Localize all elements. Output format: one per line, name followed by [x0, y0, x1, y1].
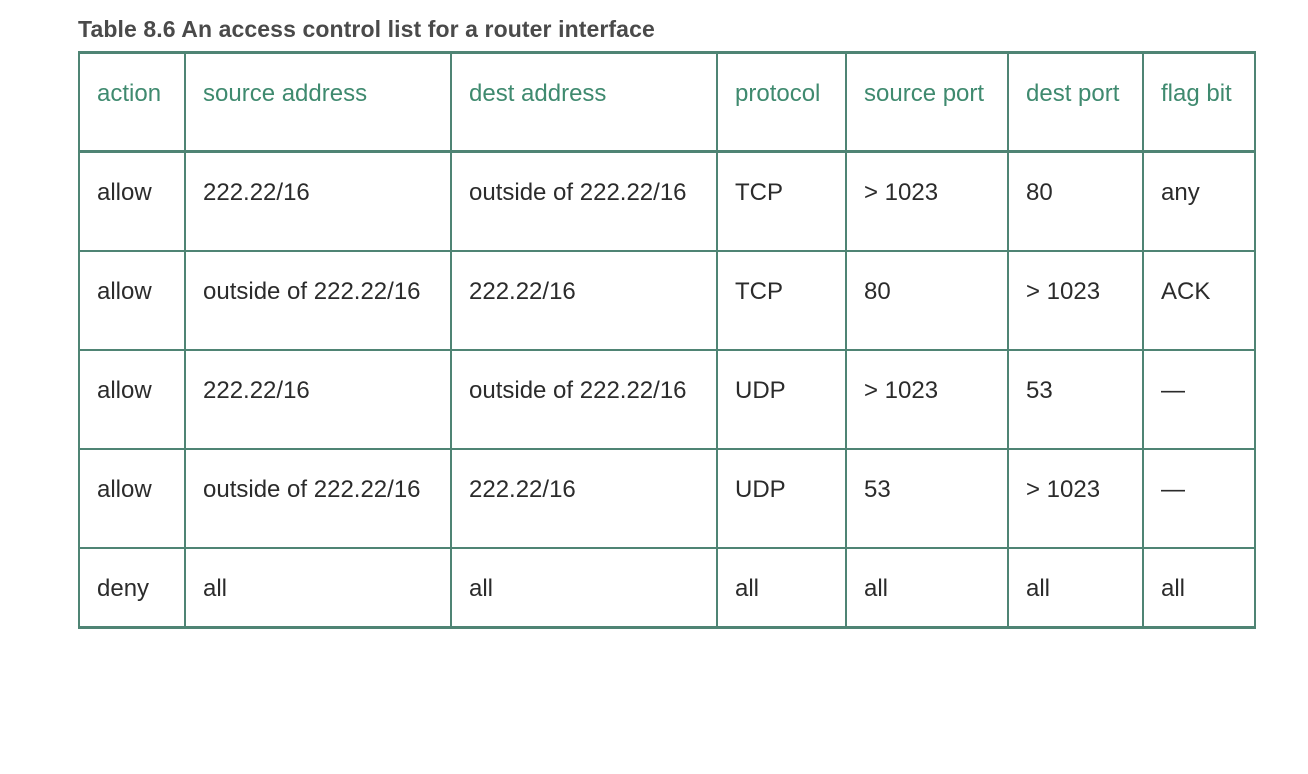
cell-dest-port: 80 [1007, 150, 1144, 252]
column-header-protocol: protocol [716, 51, 847, 153]
cell-source-address: outside of 222.22/16 [184, 249, 452, 351]
cell-source-port: 53 [845, 447, 1009, 549]
cell-source-port: > 1023 [845, 150, 1009, 252]
table-caption: Table 8.6 An access control list for a r… [78, 16, 655, 42]
cell-source-port: all [845, 546, 1009, 629]
column-header-dest-port: dest port [1007, 51, 1144, 153]
cell-dest-address: outside of 222.22/16 [450, 348, 718, 450]
header-row: action source address dest address proto… [78, 51, 1256, 153]
cell-source-address: 222.22/16 [184, 348, 452, 450]
column-header-action: action [78, 51, 186, 153]
cell-dest-port: all [1007, 546, 1144, 629]
cell-dest-port: 53 [1007, 348, 1144, 450]
column-header-source-port: source port [845, 51, 1009, 153]
cell-flag-bit: — [1142, 447, 1256, 549]
cell-action: deny [78, 546, 186, 629]
cell-source-address: outside of 222.22/16 [184, 447, 452, 549]
table-row: allow outside of 222.22/16 222.22/16 UDP… [78, 447, 1256, 549]
cell-protocol: TCP [716, 150, 847, 252]
column-header-flag-bit: flag bit [1142, 51, 1256, 153]
cell-dest-address: 222.22/16 [450, 249, 718, 351]
cell-action: allow [78, 348, 186, 450]
cell-dest-address: outside of 222.22/16 [450, 150, 718, 252]
cell-dest-port: > 1023 [1007, 249, 1144, 351]
cell-protocol: TCP [716, 249, 847, 351]
table-row: allow outside of 222.22/16 222.22/16 TCP… [78, 249, 1256, 351]
cell-action: allow [78, 150, 186, 252]
table-row: allow 222.22/16 outside of 222.22/16 TCP… [78, 150, 1256, 252]
column-header-source-address: source address [184, 51, 452, 153]
cell-action: allow [78, 249, 186, 351]
cell-source-port: > 1023 [845, 348, 1009, 450]
cell-source-address: all [184, 546, 452, 629]
cell-source-address: 222.22/16 [184, 150, 452, 252]
cell-flag-bit: any [1142, 150, 1256, 252]
cell-dest-address: all [450, 546, 718, 629]
table-row: deny all all all all all all [78, 546, 1256, 629]
cell-protocol: all [716, 546, 847, 629]
cell-flag-bit: all [1142, 546, 1256, 629]
column-header-dest-address: dest address [450, 51, 718, 153]
access-control-table: action source address dest address proto… [78, 51, 1256, 629]
cell-protocol: UDP [716, 348, 847, 450]
cell-dest-address: 222.22/16 [450, 447, 718, 549]
cell-flag-bit: ACK [1142, 249, 1256, 351]
cell-source-port: 80 [845, 249, 1009, 351]
table-row: allow 222.22/16 outside of 222.22/16 UDP… [78, 348, 1256, 450]
cell-action: allow [78, 447, 186, 549]
cell-dest-port: > 1023 [1007, 447, 1144, 549]
cell-flag-bit: — [1142, 348, 1256, 450]
cell-protocol: UDP [716, 447, 847, 549]
